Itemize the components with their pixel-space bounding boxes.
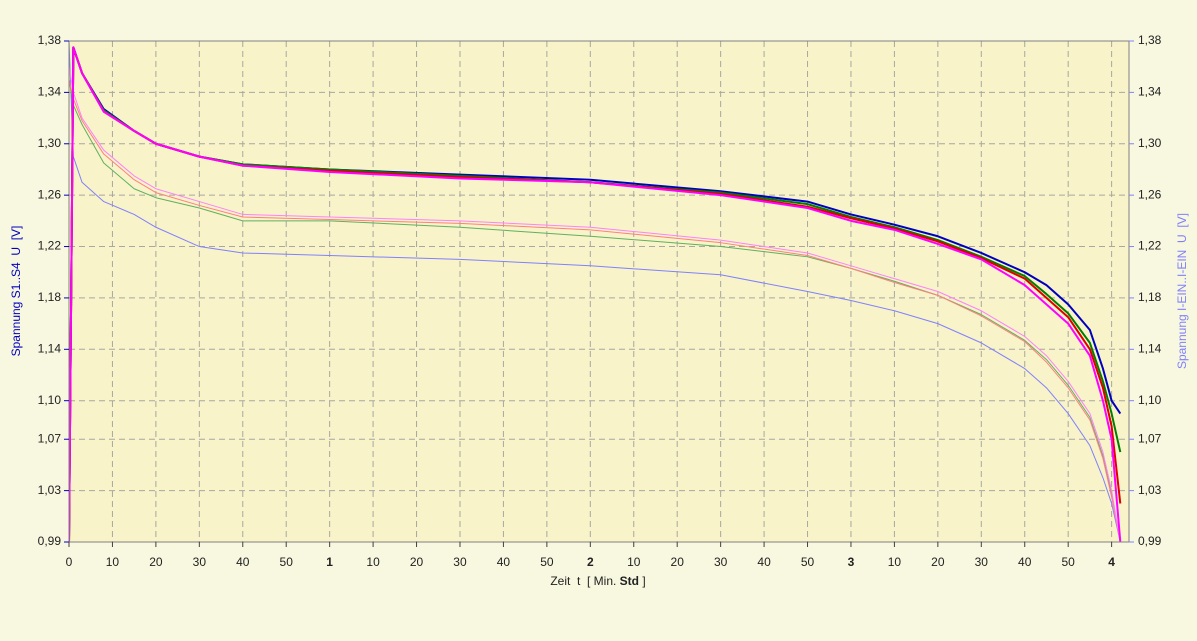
x-axis-title: Zeit t [ Min. Std ] <box>550 574 645 588</box>
x-tick-label: 50 <box>280 555 294 569</box>
x-tick-label: 30 <box>714 555 728 569</box>
series-line <box>69 79 1121 542</box>
x-axis-title-part: Std <box>620 574 639 588</box>
y-tick-label: 1,14 <box>38 341 62 355</box>
x-tick-label: 1 <box>326 555 333 569</box>
x-tick-label: 20 <box>410 555 424 569</box>
y2-tick-label: 1,38 <box>1138 33 1162 47</box>
plot-area <box>69 41 1129 542</box>
y-tick-label: 1,38 <box>38 33 62 47</box>
plot-border <box>68 40 1130 543</box>
x-tick-label: 50 <box>1062 555 1076 569</box>
x-tick-label: 10 <box>888 555 902 569</box>
y-tick-label: 1,26 <box>38 187 62 201</box>
x-tick-label: 10 <box>106 555 120 569</box>
x-tick-label: 50 <box>540 555 554 569</box>
y-tick-label: 1,07 <box>38 431 62 445</box>
y-tick-label: 0,99 <box>38 534 62 548</box>
y2-tick-label: 1,30 <box>1138 136 1162 150</box>
y2-tick-label: 1,03 <box>1138 483 1162 497</box>
y-tick-label: 1,18 <box>38 290 62 304</box>
y2-tick-label: 1,26 <box>1138 187 1162 201</box>
y-tick-label: 1,10 <box>38 393 62 407</box>
series-line <box>69 66 1121 542</box>
x-tick-label: 30 <box>975 555 989 569</box>
y2-tick-label: 1,22 <box>1138 239 1162 253</box>
y2-axis-title: Spannung I-EIN..I-EIN U [V] <box>1175 213 1189 369</box>
y-tick-label: 1,34 <box>38 85 62 99</box>
x-tick-label: 0 <box>66 555 73 569</box>
x-axis-title-part: Zeit t [ Min. <box>550 574 619 588</box>
x-tick-label: 40 <box>1018 555 1032 569</box>
x-tick-label: 3 <box>848 555 855 569</box>
y-tick-label: 1,30 <box>38 136 62 150</box>
y2-tick-label: 0,99 <box>1138 534 1162 548</box>
series-line <box>69 41 1121 542</box>
x-tick-label: 10 <box>627 555 641 569</box>
y2-tick-label: 1,18 <box>1138 290 1162 304</box>
x-tick-label: 2 <box>587 555 594 569</box>
x-tick-label: 30 <box>453 555 467 569</box>
y2-tick-label: 1,07 <box>1138 431 1162 445</box>
x-axis-title-part: ] <box>639 574 646 588</box>
x-tick-label: 20 <box>671 555 685 569</box>
series-line <box>69 79 1121 542</box>
y2-tick-label: 1,14 <box>1138 341 1162 355</box>
y-tick-label: 1,22 <box>38 239 62 253</box>
x-tick-label: 40 <box>497 555 511 569</box>
x-tick-label: 40 <box>236 555 250 569</box>
x-tick-label: 20 <box>931 555 945 569</box>
y-axis-title: Spannung S1..S4 U [V] <box>9 226 23 357</box>
y2-tick-label: 1,10 <box>1138 393 1162 407</box>
x-tick-label: 30 <box>193 555 207 569</box>
x-tick-label: 20 <box>149 555 163 569</box>
y2-tick-label: 1,34 <box>1138 85 1162 99</box>
x-tick-label: 50 <box>801 555 815 569</box>
x-tick-label: 40 <box>757 555 771 569</box>
series-line <box>69 46 1122 542</box>
y-tick-label: 1,03 <box>38 483 62 497</box>
x-tick-label: 4 <box>1108 555 1115 569</box>
x-tick-label: 10 <box>366 555 380 569</box>
lines <box>69 41 1122 542</box>
